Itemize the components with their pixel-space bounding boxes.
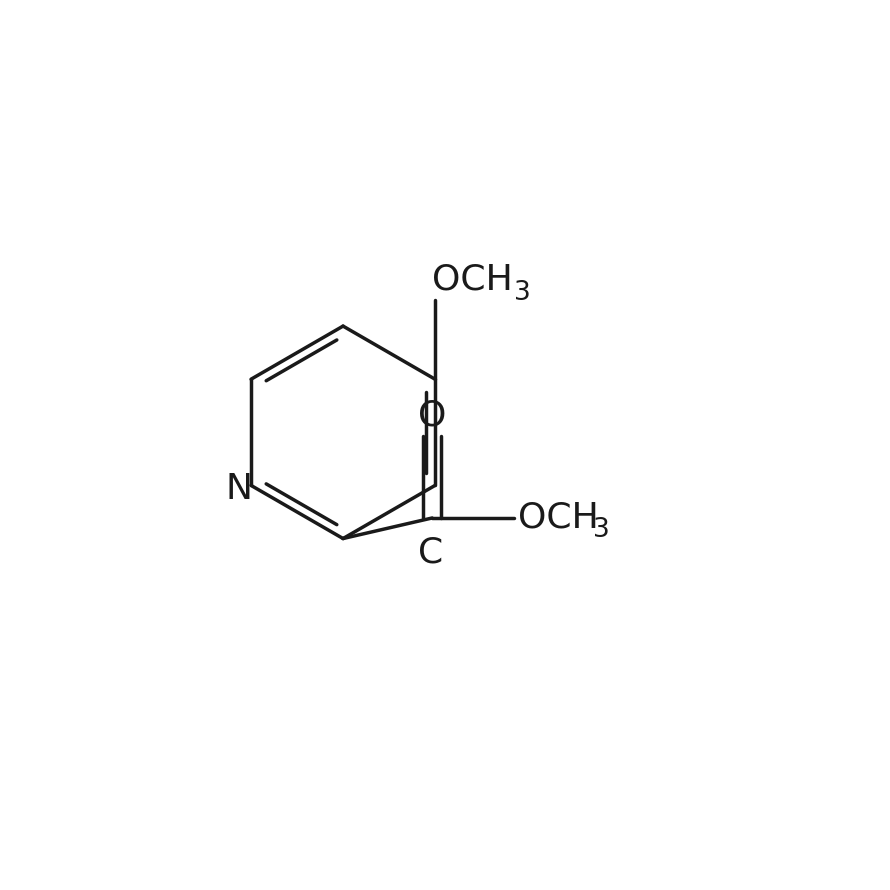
Text: N: N bbox=[225, 472, 252, 506]
Text: 3: 3 bbox=[514, 279, 530, 306]
Text: 3: 3 bbox=[593, 516, 610, 543]
Text: OCH: OCH bbox=[432, 263, 513, 297]
Text: O: O bbox=[418, 399, 446, 433]
Text: OCH: OCH bbox=[518, 501, 599, 535]
Text: C: C bbox=[418, 535, 443, 569]
